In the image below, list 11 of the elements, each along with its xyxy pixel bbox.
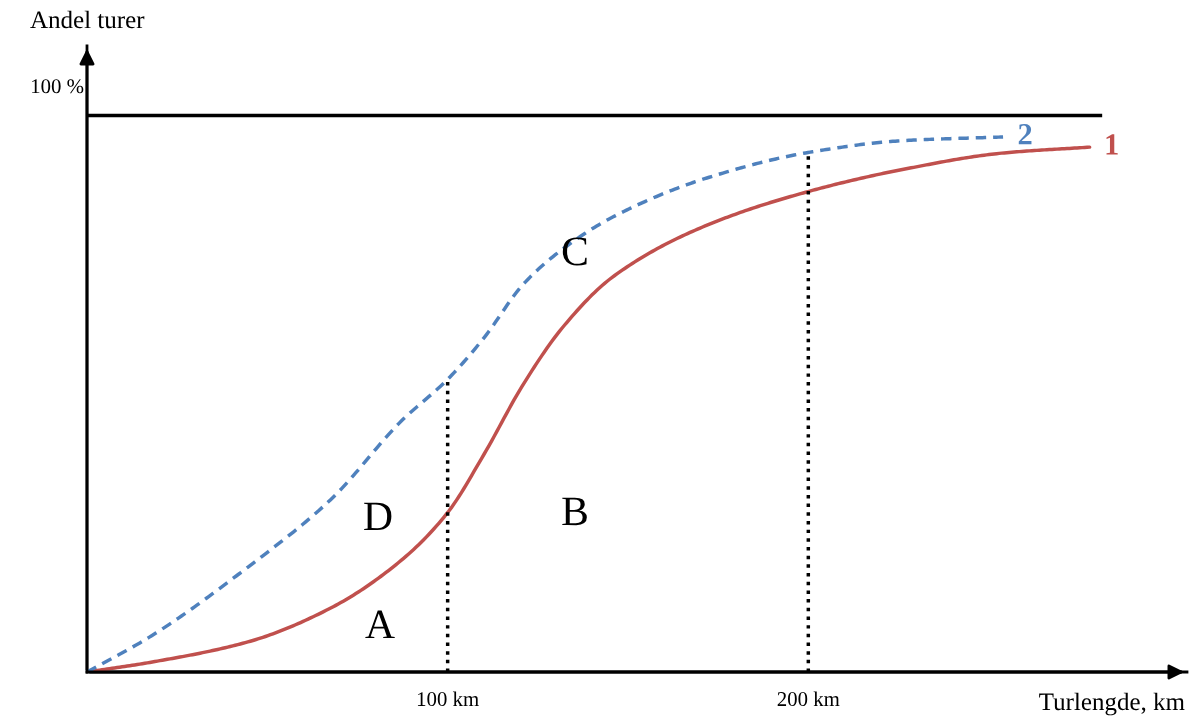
- x-axis-title: Turlengde, km: [1039, 692, 1185, 716]
- series-label: 1: [1106, 134, 1118, 155]
- annotation: D: [364, 502, 392, 531]
- annotation: B: [562, 497, 587, 526]
- x-tick-label: 100 km: [417, 691, 479, 707]
- annotation: A: [365, 610, 395, 639]
- y-axis-title: Andel turer: [30, 10, 145, 29]
- x-tick-label: 200 km: [777, 691, 840, 707]
- annotation: C: [562, 237, 587, 266]
- text: 100 %: [32, 79, 84, 94]
- series-label: 2: [1018, 124, 1032, 145]
